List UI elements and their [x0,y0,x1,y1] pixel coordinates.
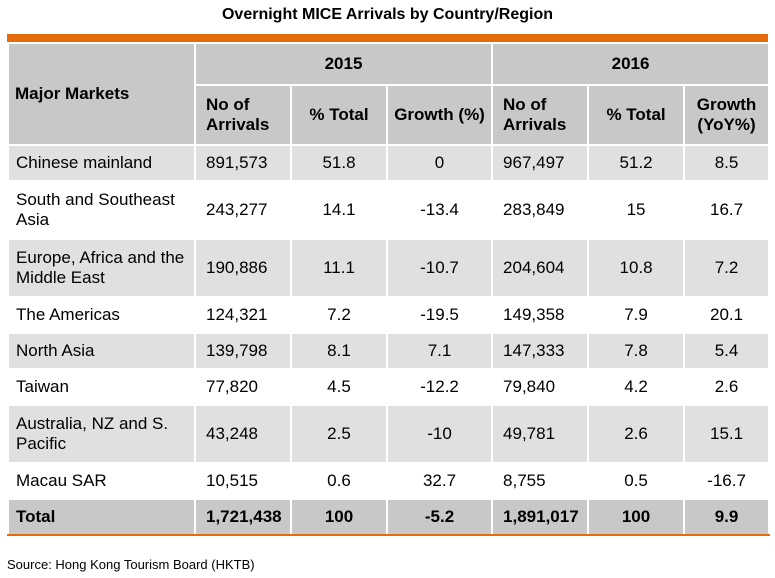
header-arrivals-2016: No of Arrivals [491,83,590,147]
header-growth-2016: Growth (YoY%) [683,83,771,147]
value-cell: 7.2 [290,296,388,334]
value-cell: 7.9 [587,296,686,334]
table-row: Taiwan 77,820 4.5 -12.2 79,840 4.2 2.6 [7,368,771,406]
table-row: Australia, NZ and S. Pacific 43,248 2.5 -10… [7,404,771,464]
total-value-cell: 1,891,017 [491,498,590,536]
value-cell: 190,886 [194,238,292,298]
table-title: Overnight MICE Arrivals by Country/Regio… [221,6,553,23]
value-cell: 79,840 [491,368,590,406]
value-cell: 283,849 [491,180,590,240]
value-cell: 147,333 [491,332,590,370]
value-cell: 2.6 [683,368,771,406]
value-cell: 10.8 [587,238,686,298]
value-cell: 149,358 [491,296,590,334]
table-row: The Americas 124,321 7.2 -19.5 149,358 7.9 20.… [7,296,771,334]
value-cell: 15 [587,180,686,240]
value-cell: 0.6 [290,462,388,500]
value-cell: 15.1 [683,404,771,464]
total-value-cell: 100 [290,498,388,536]
header-major-markets: Major Markets [7,42,196,146]
value-cell: 8.5 [683,144,771,182]
value-cell: 16.7 [683,180,771,240]
table-row: Chinese mainland 891,573 51.8 0 967,497 51.2 8… [7,144,771,182]
value-cell: 11.1 [290,238,388,298]
value-cell: 32.7 [385,462,494,500]
market-name-cell: Chinese mainland [7,144,196,182]
value-cell: -12.2 [385,368,494,406]
header-pct-total-2015: % Total [290,83,388,147]
value-cell: 49,781 [491,404,590,464]
arrivals-table: Major Markets 2015 2016 No of Arrivals %… [7,42,771,536]
market-name-cell: The Americas [7,296,196,334]
value-cell: 0 [385,144,494,182]
value-cell: 5.4 [683,332,771,370]
header-pct-total-2016: % Total [587,83,686,147]
header-year-2015: 2015 [193,42,494,86]
value-cell: 43,248 [194,404,292,464]
value-cell: 51.2 [587,144,686,182]
value-cell: -10 [385,404,494,464]
accent-bar [7,34,768,42]
value-cell: 139,798 [194,332,292,370]
value-cell: 4.5 [290,368,388,406]
value-cell: 967,497 [491,144,590,182]
value-cell: 2.5 [290,404,388,464]
value-cell: 2.6 [587,404,686,464]
value-cell: 8,755 [491,462,590,500]
value-cell: 243,277 [194,180,292,240]
value-cell: 0.5 [587,462,686,500]
total-value-cell: -5.2 [385,498,494,536]
market-name-cell: Taiwan [7,368,196,406]
value-cell: 10,515 [194,462,292,500]
table-row: Macau SAR 10,515 0.6 32.7 8,755 0.5 -16.7 [7,462,771,500]
value-cell: 4.2 [587,368,686,406]
table-row: Europe, Africa and the Middle East 190,88… [7,238,771,298]
market-name-cell: North Asia [7,332,196,370]
total-value-cell: 100 [587,498,686,536]
value-cell: 7.8 [587,332,686,370]
header-year-2016: 2016 [491,42,771,86]
value-cell: 204,604 [491,238,590,298]
value-cell: 77,820 [194,368,292,406]
total-value-cell: 1,721,438 [194,498,292,536]
value-cell: 14.1 [290,180,388,240]
market-name-cell: Europe, Africa and the Middle East [7,238,196,298]
value-cell: -19.5 [385,296,494,334]
value-cell: -10.7 [385,238,494,298]
header-arrivals-2015: No of Arrivals [194,83,292,147]
value-cell: 124,321 [194,296,292,334]
value-cell: -13.4 [385,180,494,240]
table-body: Chinese mainland 891,573 51.8 0 967,497 51.2 8… [7,144,771,536]
value-cell: 7.1 [385,332,494,370]
value-cell: 7.2 [683,238,771,298]
total-label-cell: Total [7,498,196,536]
value-cell: 20.1 [683,296,771,334]
market-name-cell: Macau SAR [7,462,196,500]
market-name-cell: Australia, NZ and S. Pacific [7,404,196,464]
table-row: North Asia 139,798 8.1 7.1 147,333 7.8 5.4 [7,332,771,370]
total-value-cell: 9.9 [683,498,771,536]
value-cell: -16.7 [683,462,771,500]
source-note: Source: Hong Kong Tourism Board (HKTB) [7,557,255,572]
market-name-cell: South and Southeast Asia [7,180,196,240]
total-row: Total 1,721,438 100 -5.2 1,891,017 100 9.9 [7,498,771,536]
table-row: South and Southeast Asia 243,277 14.1 -13.4… [7,180,771,240]
value-cell: 8.1 [290,332,388,370]
value-cell: 891,573 [194,144,292,182]
header-growth-2015: Growth (%) [385,83,494,147]
value-cell: 51.8 [290,144,388,182]
